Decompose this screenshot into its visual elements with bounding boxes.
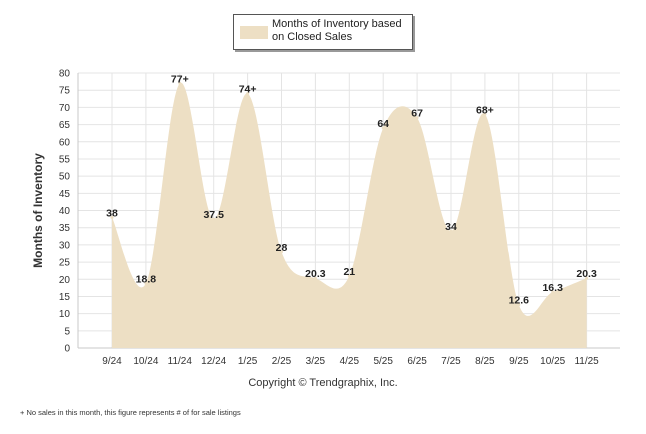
y-tick-label: 10 xyxy=(59,309,71,320)
data-label: 20.3 xyxy=(576,268,597,280)
x-tick-label: 6/25 xyxy=(407,356,427,367)
y-tick-label: 30 xyxy=(59,240,71,251)
x-tick-label: 5/25 xyxy=(373,356,393,367)
y-tick-label: 15 xyxy=(59,292,71,303)
legend-label: Months of Inventory based on Closed Sale… xyxy=(272,18,402,43)
data-point xyxy=(246,92,250,96)
x-tick-label: 2/25 xyxy=(272,356,292,367)
y-tick-label: 25 xyxy=(59,258,71,269)
x-tick-label: 8/25 xyxy=(475,356,495,367)
y-tick-label: 55 xyxy=(59,154,71,165)
data-label: 28 xyxy=(276,242,288,254)
data-label: 16.3 xyxy=(542,282,563,294)
data-point xyxy=(585,276,589,280)
y-tick-label: 45 xyxy=(59,189,71,200)
x-tick-label: 11/25 xyxy=(574,356,599,367)
y-tick-label: 40 xyxy=(59,206,71,217)
data-label: 38 xyxy=(106,207,118,219)
legend: Months of Inventory based on Closed Sale… xyxy=(233,14,413,50)
x-tick-label: 9/24 xyxy=(102,356,122,367)
data-point xyxy=(551,290,555,294)
y-tick-label: 50 xyxy=(59,172,71,183)
data-point xyxy=(381,126,385,130)
data-label: 37.5 xyxy=(203,209,224,221)
x-tick-label: 10/24 xyxy=(133,356,158,367)
legend-swatch xyxy=(240,26,268,39)
y-tick-label: 70 xyxy=(59,103,71,114)
data-point xyxy=(415,116,419,120)
data-point xyxy=(449,229,453,233)
y-tick-label: 35 xyxy=(59,223,71,234)
y-tick-label: 5 xyxy=(64,326,70,337)
data-label: 12.6 xyxy=(509,295,530,307)
data-label: 74+ xyxy=(239,84,257,96)
data-point xyxy=(517,303,521,307)
x-tick-label: 10/25 xyxy=(540,356,565,367)
x-tick-label: 11/24 xyxy=(168,356,193,367)
x-tick-label: 4/25 xyxy=(340,356,360,367)
y-tick-label: 75 xyxy=(59,86,71,97)
x-tick-label: 12/24 xyxy=(201,356,226,367)
footnote-text: + No sales in this month, this figure re… xyxy=(20,408,241,417)
data-label: 77+ xyxy=(171,73,189,85)
y-tick-label: 0 xyxy=(64,344,70,355)
data-label: 20.3 xyxy=(305,268,326,280)
data-point xyxy=(280,250,283,254)
data-point xyxy=(178,81,182,85)
data-label: 64 xyxy=(377,118,389,130)
area-series xyxy=(112,82,587,348)
data-point xyxy=(347,274,351,278)
data-label: 67 xyxy=(411,108,423,120)
copyright-text: Copyright © Trendgraphix, Inc. xyxy=(248,377,398,389)
data-point xyxy=(144,281,148,285)
data-point xyxy=(212,217,216,221)
x-tick-label: 7/25 xyxy=(441,356,461,367)
y-tick-label: 60 xyxy=(59,137,71,148)
x-tick-label: 9/25 xyxy=(509,356,529,367)
x-tick-label: 3/25 xyxy=(306,356,326,367)
y-axis-title: Months of Inventory xyxy=(31,153,45,268)
data-label: 18.8 xyxy=(136,273,157,285)
data-point xyxy=(110,215,114,219)
data-point xyxy=(313,276,317,280)
data-label: 68+ xyxy=(476,104,494,116)
x-tick-label: 1/25 xyxy=(238,356,258,367)
y-tick-label: 80 xyxy=(59,69,71,80)
y-tick-label: 20 xyxy=(59,275,71,286)
data-point xyxy=(483,112,487,116)
y-tick-label: 65 xyxy=(59,120,71,131)
data-label: 34 xyxy=(445,221,457,233)
data-label: 21 xyxy=(343,266,355,278)
